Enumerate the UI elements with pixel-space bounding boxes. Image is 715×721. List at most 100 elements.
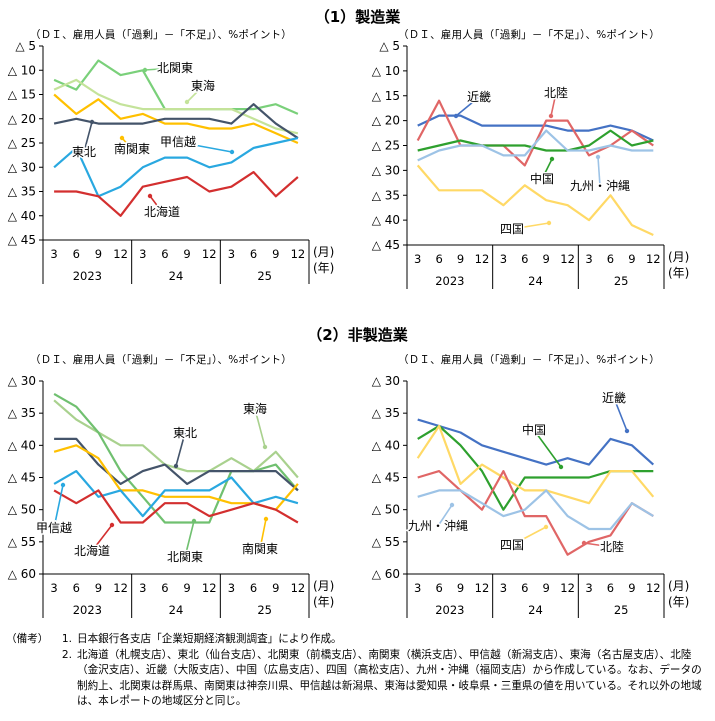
x-tick-label: 9 — [457, 252, 464, 266]
notes-label: （備考） — [6, 633, 49, 645]
y-tick-label: △ 5 — [15, 39, 36, 53]
note-row: （備考） 1. 日本銀行各支店「企業短期経済観測調査」により作成。 — [6, 632, 711, 648]
x-tick-label: 9 — [95, 581, 102, 595]
y-tick-label: △ 45 — [372, 238, 400, 252]
year-label: 24 — [528, 274, 543, 288]
label-arrow-head — [449, 502, 455, 508]
label-arrow-head — [595, 154, 601, 160]
series-line-南関東 — [53, 93, 299, 145]
label-arrow — [254, 408, 266, 448]
x-tick-label: 6 — [521, 252, 528, 266]
label-arrow — [91, 524, 113, 552]
series-label: 中国 — [530, 171, 554, 186]
y-tick-label: △ 35 — [8, 406, 36, 420]
label-arrow — [53, 484, 64, 529]
y-tick-label: △ 60 — [8, 567, 36, 581]
label-arrow — [144, 67, 176, 71]
year-label: 2023 — [73, 603, 102, 617]
x-tick-label: 3 — [414, 581, 421, 595]
year-label: 25 — [257, 269, 272, 283]
label-arrow — [597, 156, 601, 187]
x-tick-label: 3 — [228, 581, 235, 595]
x-tick-label: 9 — [183, 247, 190, 261]
x-tick-label: 6 — [250, 581, 257, 595]
x-tick-label: 12 — [202, 247, 217, 261]
chart-svg: （ＤＩ、雇用人員（「過剰」－「不足」）、%ポイント） △ 30 △ 35 △ 40 △ … — [372, 353, 689, 618]
series-label: 北陸 — [544, 86, 568, 100]
series-line-甲信越 — [53, 137, 299, 198]
section-title-manufacturing: （1）製造業 — [314, 8, 401, 26]
x-unit-year: (年) — [668, 266, 689, 280]
year-label: 25 — [257, 603, 272, 617]
x-tick-label: 6 — [435, 252, 442, 266]
note-number: 2. — [61, 648, 72, 661]
series-label: 東北 — [72, 145, 96, 159]
label-arrow — [550, 92, 557, 117]
x-tick-label: 12 — [646, 581, 661, 595]
x-tick-label: 6 — [607, 581, 614, 595]
x-tick-label: 6 — [73, 247, 80, 261]
series-line-近畿 — [417, 418, 655, 466]
x-tick-label: 6 — [521, 581, 528, 595]
y-tick-label: △ 35 — [372, 188, 400, 202]
y-tick-label: △ 40 — [8, 438, 36, 452]
x-tick-label: 9 — [272, 581, 279, 595]
label-arrow — [583, 542, 613, 548]
series-label: 南関東 — [114, 141, 150, 156]
x-tick-label: 9 — [543, 581, 550, 595]
x-unit-year: (年) — [313, 595, 334, 609]
x-tick-label: 6 — [161, 247, 168, 261]
y-tick-label: △ 35 — [372, 406, 400, 420]
label-arrow-head — [263, 516, 269, 522]
x-tick-label: 3 — [500, 252, 507, 266]
note-text: 日本銀行各支店「企業短期経済観測調査」により作成。 — [77, 633, 342, 645]
series-label: 甲信越 — [160, 135, 196, 149]
series-label: 甲信越 — [36, 521, 72, 535]
series-label: 四国 — [500, 222, 524, 236]
label-arrow-head — [109, 522, 115, 528]
series-line-甲信越 — [53, 469, 299, 518]
series-line-北海道 — [53, 489, 299, 524]
year-label: 2023 — [435, 274, 464, 288]
notes: （備考） 1. 日本銀行各支店「企業短期経済観測調査」により作成。 2. 北海道… — [6, 632, 711, 710]
y-tick-label: △ 30 — [8, 374, 36, 388]
x-tick-label: 9 — [543, 252, 550, 266]
y-tick-label: △ 55 — [372, 535, 400, 549]
x-tick-label: 3 — [500, 581, 507, 595]
x-tick-label: 6 — [250, 247, 257, 261]
label-arrow-head — [546, 220, 552, 226]
series-label: 近畿 — [602, 391, 626, 405]
note-text: 北海道（札幌支店）、東北（仙台支店）、北関東（前橋支店）、南関東（横浜支店）、甲… — [77, 648, 702, 708]
label-arrow-head — [548, 113, 554, 119]
series-line-中国 — [417, 424, 654, 511]
series-label: 北陸 — [600, 540, 624, 554]
x-tick-label: 12 — [291, 581, 306, 595]
y-tick-label: △ 30 — [8, 160, 36, 174]
unit-label: （ＤＩ、雇用人員（「過剰」－「不足」）、%ポイント） — [398, 353, 660, 366]
label-arrow — [533, 429, 562, 468]
label-arrow-head — [262, 444, 268, 450]
x-tick-label: 12 — [475, 581, 490, 595]
x-tick-label: 9 — [95, 247, 102, 261]
series-label: 中国 — [522, 422, 546, 437]
y-tick-label: △ 45 — [8, 233, 36, 247]
label-arrow-head — [173, 463, 179, 469]
year-label: 24 — [169, 603, 184, 617]
label-arrow — [177, 141, 233, 153]
x-tick-label: 12 — [475, 252, 490, 266]
x-tick-label: 9 — [183, 581, 190, 595]
series-line-北海道 — [54, 171, 299, 217]
year-label: 24 — [169, 269, 184, 283]
unit-label: （ＤＩ、雇用人員（「過剰」－「不足」）、%ポイント） — [398, 28, 660, 41]
x-tick-label: 3 — [414, 252, 421, 266]
series-line-東北 — [53, 103, 299, 140]
series-label: 北関東 — [167, 550, 203, 564]
label-arrow-head — [624, 428, 630, 434]
x-unit-month: (月) — [313, 245, 334, 259]
x-tick-label: 12 — [291, 247, 306, 261]
x-tick-label: 9 — [628, 252, 635, 266]
x-tick-label: 12 — [646, 252, 661, 266]
x-tick-label: 9 — [272, 247, 279, 261]
label-arrow — [149, 195, 163, 213]
y-tick-label: △ 40 — [372, 438, 400, 452]
